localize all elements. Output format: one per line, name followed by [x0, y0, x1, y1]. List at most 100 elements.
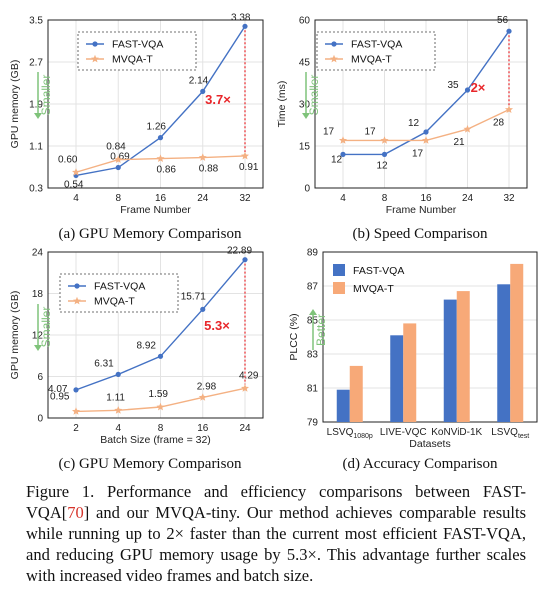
- data-label: 15.71: [181, 291, 206, 302]
- bar-mvqa-t: [403, 323, 417, 422]
- legend-label-mvqa-t: MVQA-T: [94, 296, 135, 308]
- data-point-mvqa-t: [422, 136, 430, 144]
- data-point-fast-vqa: [464, 87, 471, 93]
- data-label: 17: [412, 148, 424, 159]
- x-axis-label: Datasets: [409, 438, 450, 450]
- x-tick-main: LIVE-VQC: [380, 427, 427, 438]
- legend-label-fast-vqa: FAST-VQA: [112, 39, 163, 51]
- y-tick-label: 83: [307, 350, 319, 361]
- y-tick-label: 2.7: [29, 58, 43, 69]
- y-tick-label: 0.3: [29, 184, 43, 195]
- x-tick-label: 32: [239, 193, 251, 204]
- data-point-mvqa-t: [114, 406, 123, 414]
- x-tick-main: KoNViD-1K: [431, 427, 482, 438]
- data-point-fast-vqa: [73, 387, 79, 393]
- y-tick-label: 6: [37, 372, 43, 383]
- x-tick-main: LSVQ: [327, 427, 354, 438]
- data-label: 0.86: [157, 165, 177, 176]
- bar-mvqa-t: [456, 291, 470, 422]
- legend-label-fast-vqa: FAST-VQA: [353, 265, 404, 277]
- data-point-mvqa-t: [241, 151, 249, 160]
- data-label: 0.69: [110, 152, 130, 163]
- data-label: 28: [493, 118, 505, 129]
- figure-panels: 0.3 1.1 1.9 2.7 3.5 4 8 16 24 32 Frame Number GPU m…: [9, 12, 538, 450]
- legend-label-fast-vqa: FAST-VQA: [351, 39, 402, 51]
- chart-gpu-memory-batch: 061218242481624Batch Size (frame = 32)GP…: [9, 246, 264, 446]
- legend-marker-fast-vqa: [92, 41, 98, 47]
- data-label: 17: [365, 126, 377, 137]
- y-tick-label: 79: [307, 418, 319, 429]
- y-axis-label: GPU memory (GB): [9, 60, 21, 149]
- data-label: 22.89: [227, 246, 252, 257]
- x-tick-label: 24: [197, 193, 209, 204]
- data-point-mvqa-t: [198, 393, 207, 401]
- legend-swatch-mvqa-t: [333, 282, 345, 294]
- citation-link[interactable]: 70: [67, 503, 84, 522]
- x-axis-label: Frame Number: [120, 204, 191, 216]
- x-tick-label: 8: [115, 193, 121, 204]
- data-label: 0.60: [58, 154, 78, 165]
- data-label: 1.26: [147, 122, 167, 133]
- x-tick-label: 16: [155, 193, 167, 204]
- x-axis-label: Frame Number: [386, 204, 457, 216]
- data-label: 21: [454, 137, 466, 148]
- y-tick-label: 45: [299, 58, 311, 69]
- chart-accuracy: 798183858789LSVQ1080pLIVE-VQCKoNViD-1KLS…: [288, 248, 538, 450]
- ratio-label: 2×: [471, 80, 486, 95]
- legend-label-fast-vqa: FAST-VQA: [94, 281, 145, 293]
- legend-box: [59, 273, 179, 313]
- y-tick-label: 1.9: [29, 100, 43, 111]
- y-tick-label: 30: [299, 100, 311, 111]
- data-label: 8.92: [137, 340, 157, 351]
- y-tick-label: 3.5: [29, 16, 43, 27]
- data-point-mvqa-t: [156, 402, 165, 411]
- legend-marker-mvqa-t: [330, 54, 338, 63]
- x-tick-label: LSVQ1080p: [327, 427, 373, 440]
- data-label: 6.31: [94, 358, 114, 369]
- data-label: 1.11: [106, 392, 125, 403]
- data-label: 4.07: [48, 384, 68, 395]
- data-point-fast-vqa: [506, 28, 512, 34]
- hint-label: Better: [314, 314, 328, 346]
- y-tick-label: 0: [304, 184, 310, 195]
- y-tick-label: 89: [307, 248, 319, 259]
- y-tick-label: 81: [307, 384, 319, 395]
- data-point-fast-vqa: [157, 135, 164, 141]
- data-point-mvqa-t: [72, 407, 80, 415]
- bar-mvqa-t: [510, 263, 524, 422]
- y-axis-label: GPU memory (GB): [9, 291, 21, 380]
- chart-gpu-memory-frames: 0.3 1.1 1.9 2.7 3.5 4 8 16 24 32 Frame Number GPU m…: [9, 12, 264, 216]
- x-tick-label: LSVQtest: [491, 427, 529, 440]
- data-point-mvqa-t: [463, 125, 472, 133]
- hint-arrow-head: [302, 113, 310, 119]
- y-axis-label: PLCC (%): [288, 313, 300, 360]
- legend-label-mvqa-t: MVQA-T: [353, 283, 394, 295]
- data-point-fast-vqa: [381, 151, 388, 157]
- caption-text-start: Figure 1. Performance and efficiency com…: [26, 482, 526, 522]
- caption-d: (d) Accuracy Comparison: [342, 456, 498, 472]
- data-point-fast-vqa: [340, 151, 346, 157]
- x-tick-label: 16: [420, 193, 432, 204]
- data-point-mvqa-t: [505, 105, 513, 113]
- ratio-label: 3.7×: [205, 92, 231, 107]
- x-tick-label: LIVE-VQC: [380, 427, 427, 438]
- data-point-fast-vqa: [242, 257, 248, 263]
- data-label: 0.84: [106, 142, 126, 153]
- data-label: 2.14: [189, 75, 209, 86]
- data-label: 12: [408, 118, 420, 129]
- data-label: 1.59: [149, 389, 169, 400]
- x-tick-label: 8: [382, 193, 388, 204]
- legend-label-mvqa-t: MVQA-T: [112, 54, 153, 66]
- hint-label: Smaller: [39, 75, 53, 116]
- y-tick-label: 0: [37, 414, 43, 425]
- x-tick-label: 4: [340, 193, 346, 204]
- bar-mvqa-t: [349, 365, 363, 422]
- data-point-mvqa-t: [339, 136, 347, 144]
- x-tick-label: KoNViD-1K: [431, 427, 482, 438]
- x-tick-label: 24: [239, 423, 251, 434]
- data-label: 12: [377, 160, 389, 171]
- data-label: 3.38: [231, 12, 251, 23]
- x-tick-label: 16: [197, 423, 209, 434]
- data-label: 12: [331, 154, 343, 165]
- x-tick-label: 32: [503, 193, 515, 204]
